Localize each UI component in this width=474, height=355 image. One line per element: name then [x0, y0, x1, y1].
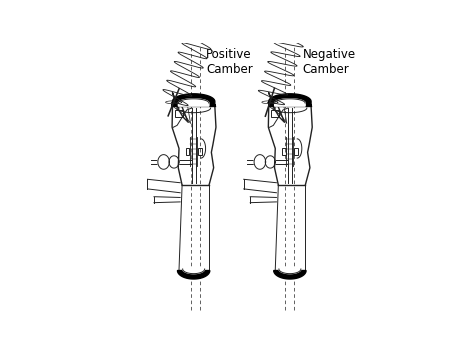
Polygon shape [247, 160, 287, 164]
Polygon shape [250, 197, 276, 203]
Polygon shape [191, 108, 196, 183]
Polygon shape [269, 94, 311, 106]
Polygon shape [274, 99, 305, 106]
Polygon shape [254, 155, 265, 169]
Polygon shape [173, 94, 215, 106]
Bar [282, 148, 286, 155]
Polygon shape [279, 269, 301, 274]
Polygon shape [182, 269, 205, 274]
Text: Negative
Camber: Negative Camber [302, 48, 356, 76]
Polygon shape [265, 156, 275, 168]
Polygon shape [244, 179, 276, 193]
Polygon shape [203, 12, 210, 30]
Text: Positive
Camber: Positive Camber [206, 48, 253, 76]
Polygon shape [178, 99, 209, 106]
Bar [185, 148, 190, 155]
Polygon shape [169, 156, 179, 168]
Bar [198, 148, 202, 155]
Polygon shape [154, 197, 180, 203]
Polygon shape [158, 155, 169, 169]
Polygon shape [288, 108, 292, 183]
Polygon shape [177, 271, 210, 279]
Polygon shape [151, 160, 191, 164]
Bar [175, 110, 182, 116]
Polygon shape [273, 271, 306, 279]
Bar [271, 110, 279, 116]
Polygon shape [294, 10, 300, 28]
Bar [294, 148, 298, 155]
Polygon shape [147, 179, 180, 193]
